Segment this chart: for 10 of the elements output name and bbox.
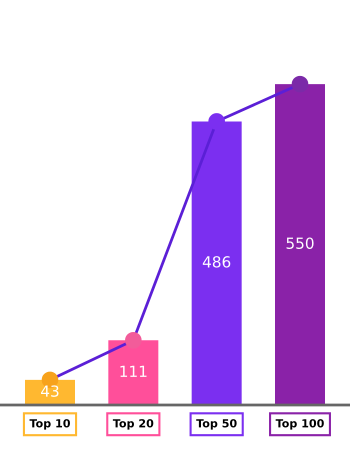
data-label: 550 xyxy=(286,237,314,249)
x-tick-label: Top 20 xyxy=(112,419,154,430)
x-tick-label: Top 100 xyxy=(276,419,324,430)
data-label: 486 xyxy=(202,256,230,268)
data-label: 111 xyxy=(120,366,147,377)
bar xyxy=(275,84,325,405)
x-tick-label: Top 50 xyxy=(196,419,237,430)
data-label: 43 xyxy=(41,385,58,397)
x-tick-label: Top 10 xyxy=(30,419,70,430)
bar xyxy=(108,340,158,405)
